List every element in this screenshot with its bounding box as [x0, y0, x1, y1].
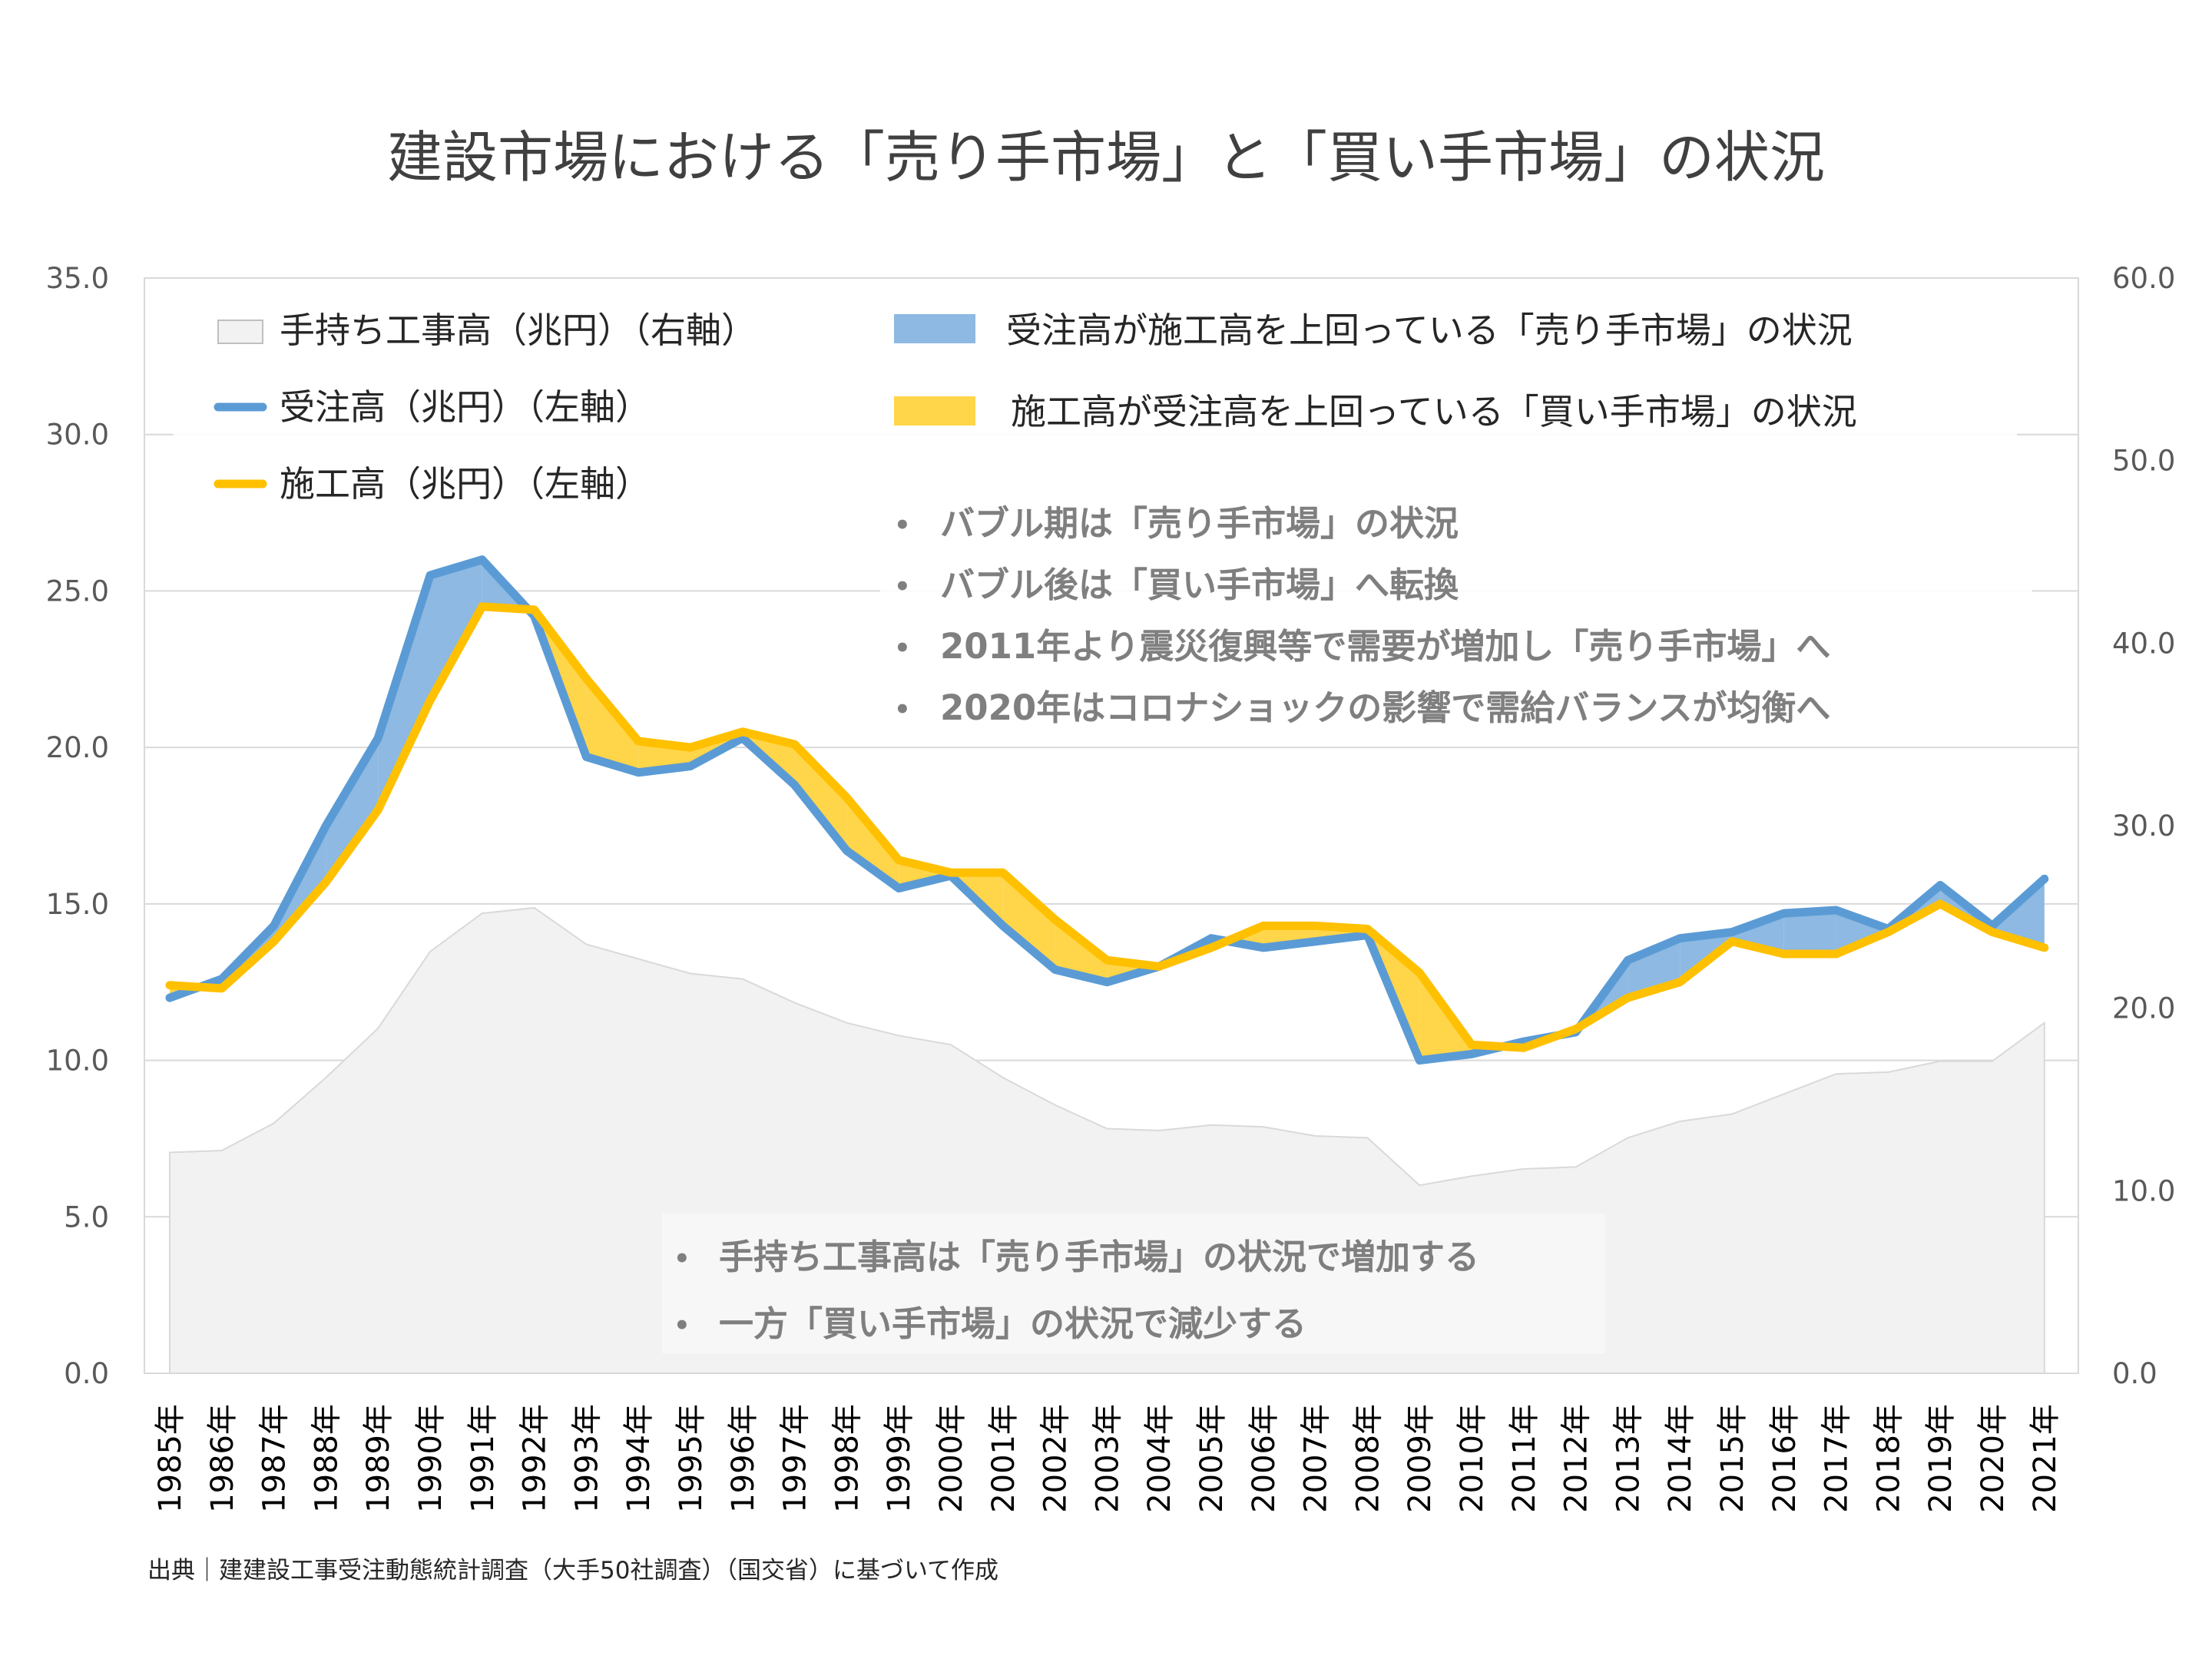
y-left-tick-label: 5.0 — [64, 1200, 109, 1233]
difference-fill — [1783, 910, 1836, 955]
x-tick-label: 1994年 — [621, 1404, 657, 1513]
difference-fill — [326, 737, 379, 882]
annotation-bullet: • — [894, 694, 911, 725]
x-tick-label: 2009年 — [1402, 1404, 1438, 1513]
annotation-bullet: • — [894, 510, 911, 541]
line-series — [165, 555, 2049, 1065]
y-right-tick-label: 60.0 — [2112, 262, 2175, 295]
annotation-bullet: • — [894, 633, 911, 664]
x-tick-label: 2003年 — [1090, 1404, 1125, 1513]
x-tick-label: 2001年 — [986, 1404, 1022, 1513]
annotations: • バブル期は「売り手市場」の状況 • バブル後は「買い手市場」へ転換 • 2011年より… — [662, 484, 2032, 1353]
legend-label: 施工高が受注高を上回っている「買い手市場」の状況 — [1011, 391, 1857, 432]
y-left-tick-label: 30.0 — [46, 419, 109, 452]
legend: 手持ち工事高（兆円）（右軸） 受注高（兆円）（左軸） 施工高（兆円）（左軸） 受注高が… — [174, 292, 2017, 522]
x-tick-label: 1987年 — [257, 1404, 293, 1513]
x-tick-label: 1993年 — [569, 1404, 604, 1513]
difference-fill — [1002, 873, 1055, 970]
annotation-text: 2020年はコロナショックの影響で需給バランスが均衡へ — [940, 687, 1830, 728]
x-tick-label: 1999年 — [882, 1404, 917, 1513]
x-tick-label: 1989年 — [361, 1404, 396, 1513]
annotation-text: 手持ち工事高は「売り手市場」の状況で増加する — [719, 1237, 1479, 1277]
legend-label: 施工高（兆円）（左軸） — [280, 463, 651, 505]
difference-fill — [846, 797, 899, 889]
legend-box-left — [174, 292, 880, 522]
y-left-tick-label: 10.0 — [46, 1045, 109, 1078]
x-tick-label: 2002年 — [1038, 1404, 1074, 1513]
legend-swatch-buy-market — [894, 396, 975, 426]
x-tick-label: 1998年 — [830, 1404, 865, 1513]
y-right-tick-label: 20.0 — [2112, 992, 2175, 1025]
x-tick-label: 2007年 — [1299, 1404, 1334, 1513]
y-left-tick-label: 0.0 — [64, 1357, 109, 1390]
x-tick-label: 2020年 — [1975, 1404, 2011, 1513]
legend-label: 受注高が施工高を上回っている「売り手市場」の状況 — [1006, 310, 1853, 351]
y-right-tick-label: 50.0 — [2112, 445, 2175, 478]
x-tick-label: 1992年 — [518, 1404, 553, 1513]
legend-label: 手持ち工事高（兆円）（右軸） — [280, 310, 757, 351]
annotation-bullet: • — [674, 1243, 690, 1274]
annotation-text: バブル後は「買い手市場」へ転換 — [940, 565, 1459, 605]
x-tick-label: 2014年 — [1663, 1404, 1698, 1513]
difference-fill — [430, 559, 482, 701]
x-tick-label: 2019年 — [1923, 1404, 1959, 1513]
chart-title: 建設市場における「売り手市場」と「買い手市場」の状況 — [387, 125, 1825, 190]
y-left-tick-label: 35.0 — [46, 262, 109, 295]
annotation-bullet: • — [674, 1310, 690, 1341]
x-tick-label: 2016年 — [1767, 1404, 1803, 1513]
x-tick-label: 2010年 — [1455, 1404, 1490, 1513]
x-tick-label: 1988年 — [309, 1404, 344, 1513]
y-left-tick-label: 15.0 — [46, 888, 109, 921]
x-tick-label: 2018年 — [1871, 1404, 1906, 1513]
x-tick-label: 2012年 — [1559, 1404, 1594, 1513]
difference-fill — [794, 744, 847, 851]
construction-line — [165, 602, 2049, 1052]
x-tick-label: 1997年 — [778, 1404, 813, 1513]
legend-label: 受注高（兆円）（左軸） — [280, 386, 651, 428]
legend-swatch-backlog — [217, 320, 263, 344]
difference-fill — [1055, 919, 1108, 982]
x-tick-label: 2013年 — [1611, 1404, 1646, 1513]
received-orders-line — [165, 555, 2049, 1065]
difference-fill — [586, 678, 639, 773]
difference-fill — [1836, 910, 1889, 955]
source-note: 出典｜建建設工事受注動態統計調査（大手50社調査）（国交省）に基づいて作成 — [147, 1557, 998, 1584]
legend-swatch-sell-market — [894, 314, 975, 343]
y-right-tick-label: 30.0 — [2112, 810, 2175, 843]
axes: 35.0 30.0 25.0 20.0 15.0 10.0 5.0 0.0 60.0 50.0 40… — [46, 262, 2176, 1513]
y-right-tick-label: 40.0 — [2112, 627, 2175, 660]
annotation-text: バブル期は「売り手市場」の状況 — [940, 503, 1459, 544]
x-tick-label: 1990年 — [413, 1404, 449, 1513]
annotation-box-top — [880, 484, 2032, 733]
y-left-tick-label: 20.0 — [46, 731, 109, 764]
x-tick-label: 1986年 — [205, 1404, 240, 1513]
legend-box-right — [880, 292, 2017, 453]
y-right-tick-label: 0.0 — [2112, 1357, 2157, 1390]
x-tick-label: 2000年 — [934, 1404, 969, 1513]
x-tick-label: 1985年 — [153, 1404, 188, 1513]
annotation-text: 一方「買い手市場」の状況で減少する — [719, 1303, 1306, 1344]
annotation-bullet: • — [894, 571, 911, 602]
y-right-tick-label: 10.0 — [2112, 1174, 2175, 1207]
x-tick-label: 1996年 — [726, 1404, 761, 1513]
x-tick-label: 2005年 — [1194, 1404, 1230, 1513]
x-tick-label: 2021年 — [2028, 1404, 2063, 1513]
difference-fill — [378, 575, 430, 810]
x-tick-label: 2008年 — [1350, 1404, 1386, 1513]
y-left-tick-label: 25.0 — [46, 575, 109, 608]
x-tick-label: 2004年 — [1142, 1404, 1177, 1513]
x-tick-label: 2011年 — [1507, 1404, 1542, 1513]
x-tick-label: 1995年 — [674, 1404, 709, 1513]
x-tick-label: 2017年 — [1820, 1404, 1855, 1513]
x-tick-label: 2015年 — [1715, 1404, 1750, 1513]
x-tick-label: 2006年 — [1247, 1404, 1282, 1513]
annotation-text: 2011年より震災復興等で需要が増加し「売り手市場」へ — [940, 626, 1830, 667]
annotation-box-bottom — [662, 1214, 1605, 1353]
x-tick-label: 1991年 — [465, 1404, 501, 1513]
